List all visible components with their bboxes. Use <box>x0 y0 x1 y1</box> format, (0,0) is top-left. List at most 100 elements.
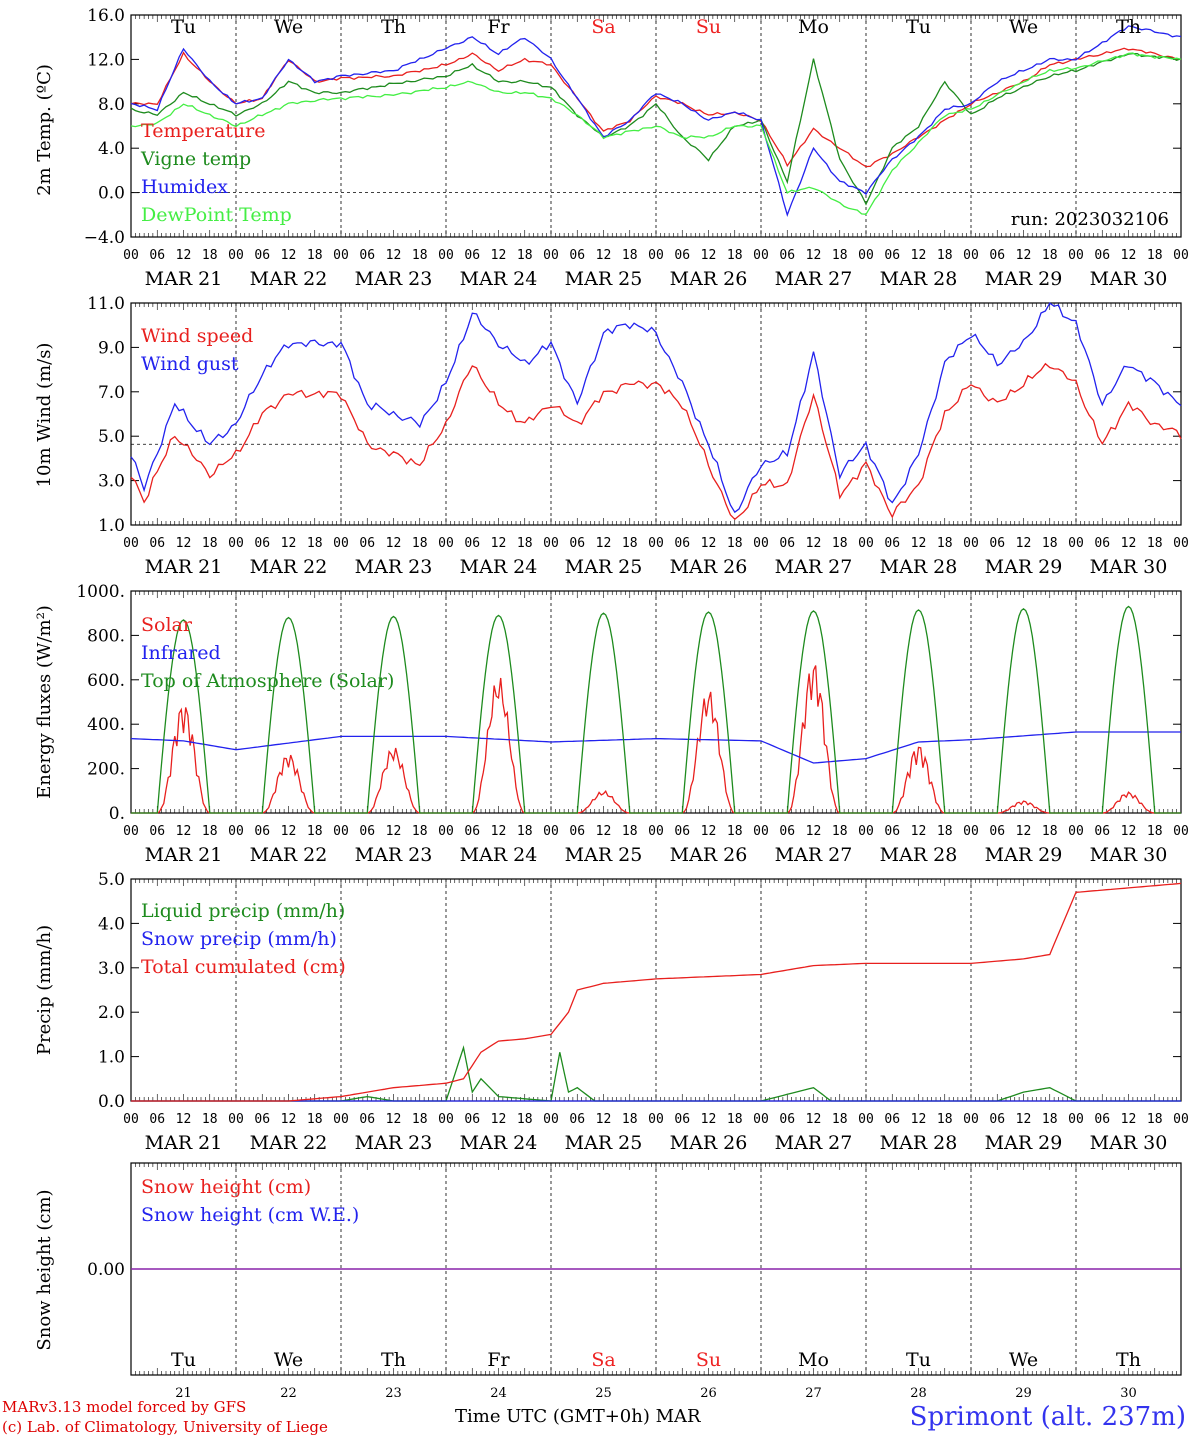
run-annotation: run: 2023032106 <box>1011 209 1169 230</box>
hour-label: 00 <box>438 824 454 839</box>
hour-label: 18 <box>937 1112 953 1127</box>
hour-label: 00 <box>648 536 664 551</box>
date-label: MAR 23 <box>355 844 433 866</box>
hour-label: 00 <box>333 248 349 263</box>
hour-label: 12 <box>701 1112 717 1127</box>
hour-label: 06 <box>884 1112 900 1127</box>
hour-label: 12 <box>596 1112 612 1127</box>
hour-label: 00 <box>333 1112 349 1127</box>
hour-label: 18 <box>202 536 218 551</box>
date-label: MAR 28 <box>880 844 958 866</box>
date-label: MAR 22 <box>250 268 328 290</box>
hour-label: 06 <box>1094 1112 1110 1127</box>
hour-label: 00 <box>1068 824 1084 839</box>
y-tick-label: 1.0 <box>98 516 125 536</box>
y-tick-label: 600. <box>87 671 125 691</box>
hour-label: 06 <box>359 824 375 839</box>
date-label: MAR 24 <box>460 1132 538 1154</box>
hour-label: 06 <box>1094 824 1110 839</box>
hour-label: 06 <box>1094 536 1110 551</box>
hour-label: 06 <box>359 1112 375 1127</box>
weekday-label: We <box>1009 16 1038 38</box>
hour-label: 18 <box>727 824 743 839</box>
weekday-label: Mo <box>798 16 829 38</box>
hour-label: 12 <box>911 1112 927 1127</box>
hour-label: 12 <box>1016 1112 1032 1127</box>
date-label: MAR 28 <box>880 1132 958 1154</box>
weekday-label: Tu <box>171 16 196 38</box>
hour-label: 06 <box>254 536 270 551</box>
hour-label: 18 <box>937 536 953 551</box>
hour-label: 18 <box>307 824 323 839</box>
legend-entry: Liquid precip (mm/h) <box>141 900 345 922</box>
hour-label: 06 <box>569 1112 585 1127</box>
hour-label: 12 <box>386 824 402 839</box>
hour-label: 18 <box>307 248 323 263</box>
hour-label: 00 <box>543 248 559 263</box>
hour-label: 18 <box>1147 824 1163 839</box>
hour-label: 00 <box>123 248 139 263</box>
day-number: 26 <box>700 1386 717 1401</box>
hour-label: 12 <box>176 536 192 551</box>
hour-label: 18 <box>1042 248 1058 263</box>
hour-label: 06 <box>674 1112 690 1127</box>
hour-label: 00 <box>123 1112 139 1127</box>
date-label: MAR 29 <box>985 844 1063 866</box>
legend-entry: Infrared <box>141 642 221 664</box>
hour-label: 12 <box>596 248 612 263</box>
hour-label: 12 <box>806 536 822 551</box>
hour-label: 00 <box>333 824 349 839</box>
hour-label: 00 <box>438 1112 454 1127</box>
weekday-label: Th <box>381 1349 406 1371</box>
model-credit: MARv3.13 model forced by GFS <box>2 1398 247 1416</box>
hour-label: 18 <box>727 1112 743 1127</box>
hour-label: 06 <box>149 1112 165 1127</box>
hour-label: 00 <box>858 824 874 839</box>
hour-label: 06 <box>884 536 900 551</box>
y-axis-title: 2m Temp. (ºC) <box>34 64 55 196</box>
hour-label: 18 <box>517 536 533 551</box>
date-label: MAR 28 <box>880 268 958 290</box>
hour-label: 06 <box>989 1112 1005 1127</box>
hour-label: 06 <box>779 1112 795 1127</box>
day-number: 23 <box>385 1386 402 1401</box>
date-label: MAR 27 <box>775 556 853 578</box>
day-number: 25 <box>595 1386 612 1401</box>
hour-label: 12 <box>386 536 402 551</box>
date-label: MAR 29 <box>985 1132 1063 1154</box>
date-label: MAR 22 <box>250 844 328 866</box>
hour-label: 00 <box>543 536 559 551</box>
y-axis-title: 10m Wind (m/s) <box>34 343 55 488</box>
date-label: MAR 26 <box>670 844 748 866</box>
hour-label: 12 <box>1121 536 1137 551</box>
y-tick-label: 1000. <box>76 582 125 602</box>
hour-label: 00 <box>963 248 979 263</box>
hour-label: 18 <box>727 536 743 551</box>
hour-label: 18 <box>622 248 638 263</box>
legend-entry: Humidex <box>141 176 228 198</box>
hour-label: 00 <box>753 536 769 551</box>
hour-label: 00 <box>1173 824 1189 839</box>
y-tick-label: 400. <box>87 715 125 735</box>
hour-label: 18 <box>307 1112 323 1127</box>
date-label: MAR 24 <box>460 268 538 290</box>
series-line <box>130 52 1182 215</box>
weekday-label: Tu <box>171 1349 196 1371</box>
hour-label: 06 <box>359 536 375 551</box>
hour-label: 06 <box>464 1112 480 1127</box>
hour-label: 00 <box>858 1112 874 1127</box>
hour-label: 18 <box>1042 536 1058 551</box>
series-line <box>130 25 1182 217</box>
hour-label: 06 <box>254 248 270 263</box>
series-line <box>130 302 1182 514</box>
y-tick-label: 0.00 <box>87 1260 125 1280</box>
hour-label: 12 <box>1016 248 1032 263</box>
series-line <box>130 362 1182 521</box>
hour-label: 06 <box>989 824 1005 839</box>
y-tick-label: 7.0 <box>98 383 125 403</box>
hour-label: 18 <box>1147 1112 1163 1127</box>
hour-label: 12 <box>176 1112 192 1127</box>
y-tick-label: 3.0 <box>98 472 125 492</box>
y-tick-label: 1.0 <box>98 1048 125 1068</box>
hour-label: 12 <box>1016 824 1032 839</box>
